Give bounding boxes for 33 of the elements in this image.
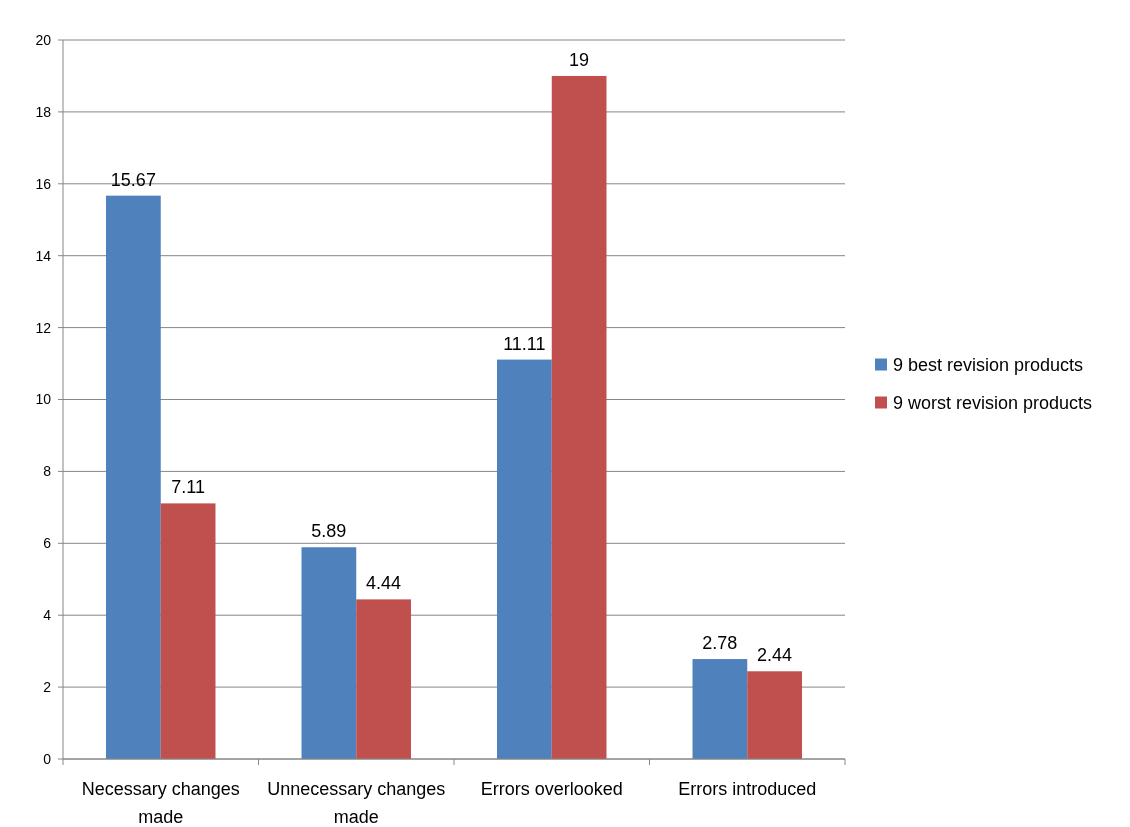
data-label: 4.44 bbox=[366, 573, 402, 594]
x-tick-label: Necessary changes made bbox=[81, 779, 240, 827]
x-tick-label: Errors overlooked bbox=[480, 779, 623, 799]
bar bbox=[692, 659, 748, 759]
data-label: 5.89 bbox=[311, 521, 347, 542]
y-tick-label: 18 bbox=[35, 103, 52, 120]
legend-label: 9 worst revision products bbox=[893, 392, 1093, 413]
bar bbox=[356, 599, 411, 759]
data-label: 2.44 bbox=[757, 645, 793, 666]
bar bbox=[301, 547, 357, 759]
y-tick-label: 20 bbox=[35, 31, 52, 48]
y-tick-label: 6 bbox=[43, 535, 52, 552]
y-tick-label: 16 bbox=[35, 175, 52, 192]
y-tick-label: 4 bbox=[43, 607, 52, 624]
data-label: 15.67 bbox=[110, 169, 156, 190]
x-tick-label: Unnecessary changes made bbox=[267, 779, 446, 827]
bar bbox=[497, 359, 552, 759]
bar bbox=[747, 671, 802, 759]
data-label: 19 bbox=[569, 49, 590, 70]
y-tick-label: 10 bbox=[35, 391, 52, 408]
y-tick-label: 0 bbox=[43, 750, 52, 767]
legend-label: 9 best revision products bbox=[893, 354, 1084, 375]
data-label: 2.78 bbox=[702, 633, 738, 654]
y-tick-label: 8 bbox=[43, 463, 52, 480]
x-tick-label: Errors introduced bbox=[678, 779, 817, 799]
bar bbox=[551, 75, 607, 759]
bar bbox=[106, 195, 161, 759]
y-tick-label: 2 bbox=[43, 679, 52, 695]
data-label: 11.11 bbox=[503, 333, 546, 354]
data-label: 7.11 bbox=[171, 477, 205, 498]
y-tick-label: 12 bbox=[35, 319, 52, 336]
y-tick-label: 14 bbox=[35, 247, 52, 264]
bar bbox=[160, 503, 216, 759]
